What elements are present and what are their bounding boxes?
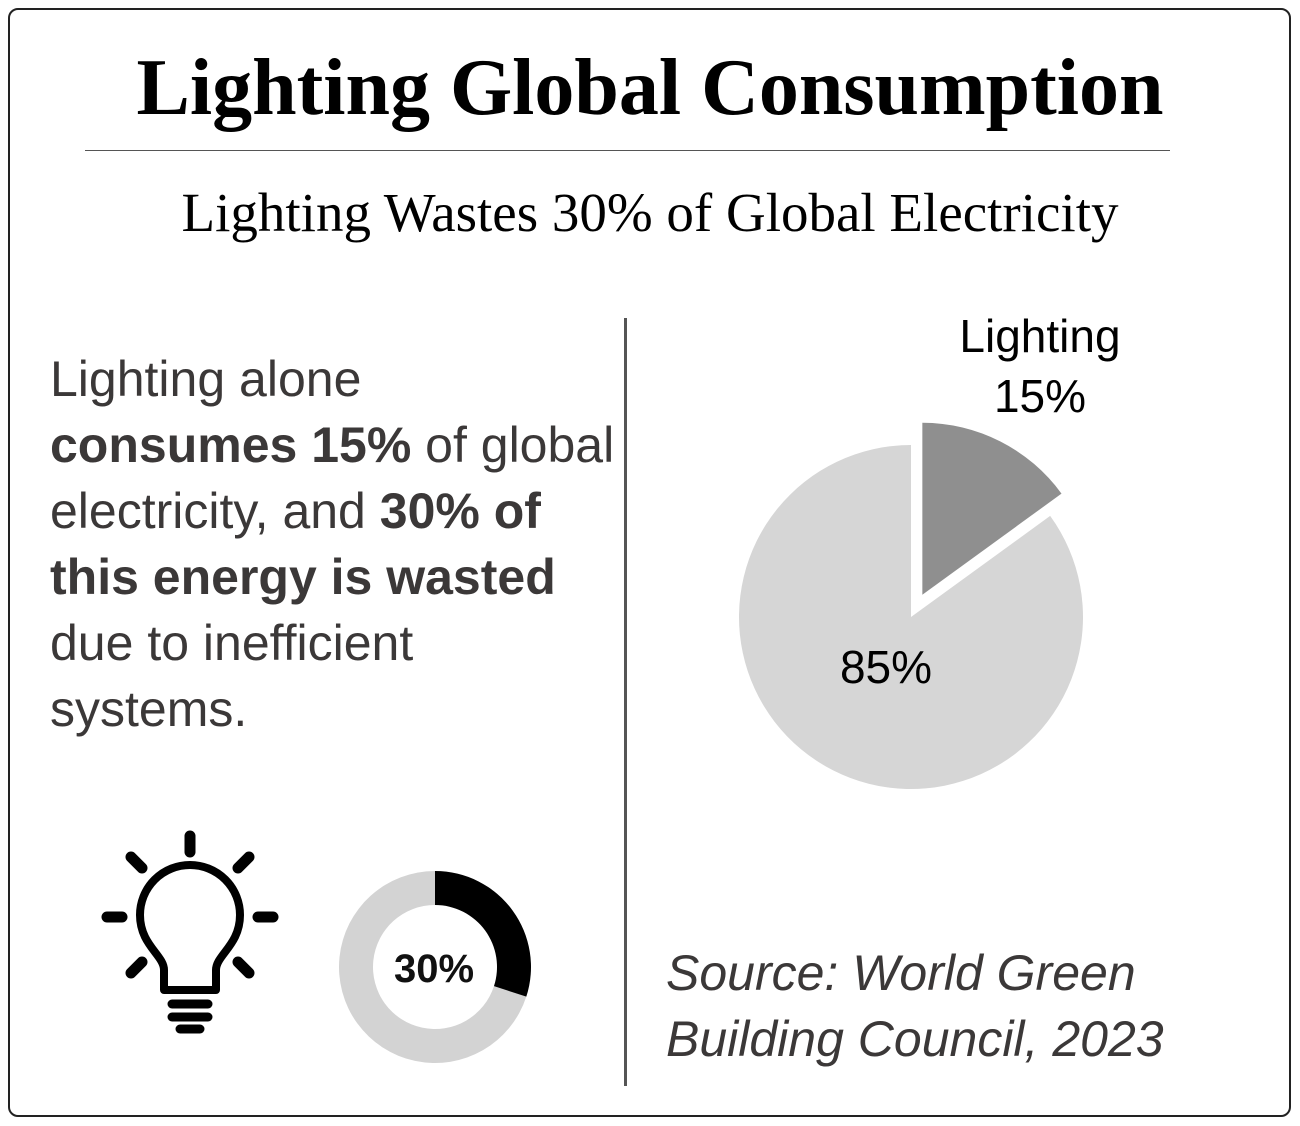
desc-part2: of global electricity, and [50,417,615,539]
source-line-1: Source: World Green [666,945,1136,1001]
donut-remaining-segment [339,871,527,1063]
pie-chart [738,422,1083,789]
desc-bold1: consumes 15% [50,417,412,473]
source-citation: Source: World Green Building Council, 202… [666,940,1164,1072]
pie-label-lighting-value: 15% [994,370,1086,422]
desc-part3: due to inefficient systems. [50,615,414,737]
pie-slice-other [738,445,1083,789]
donut-chart [339,871,532,1063]
description-text: Lighting alone consumes 15% of global el… [50,346,620,742]
donut-filled-segment [435,871,532,997]
column-divider [624,318,627,1086]
infographic-frame [8,8,1291,1117]
page-title: Lighting Global Consumption [136,44,1164,132]
source-line-2: Building Council, 2023 [666,1011,1164,1067]
lightbulb-icon [101,830,279,1034]
donut-label: 30% [394,947,474,991]
desc-part1: Lighting alone [50,351,362,407]
pie-label-lighting-name: Lighting [959,310,1120,362]
pie-label-other-value: 85% [840,641,932,693]
subtitle: Lighting Wastes 30% of Global Electricit… [181,182,1119,243]
pie-slice-lighting [922,422,1062,595]
desc-bold2: 30% of this energy is wasted [50,483,556,605]
title-divider [85,150,1170,151]
